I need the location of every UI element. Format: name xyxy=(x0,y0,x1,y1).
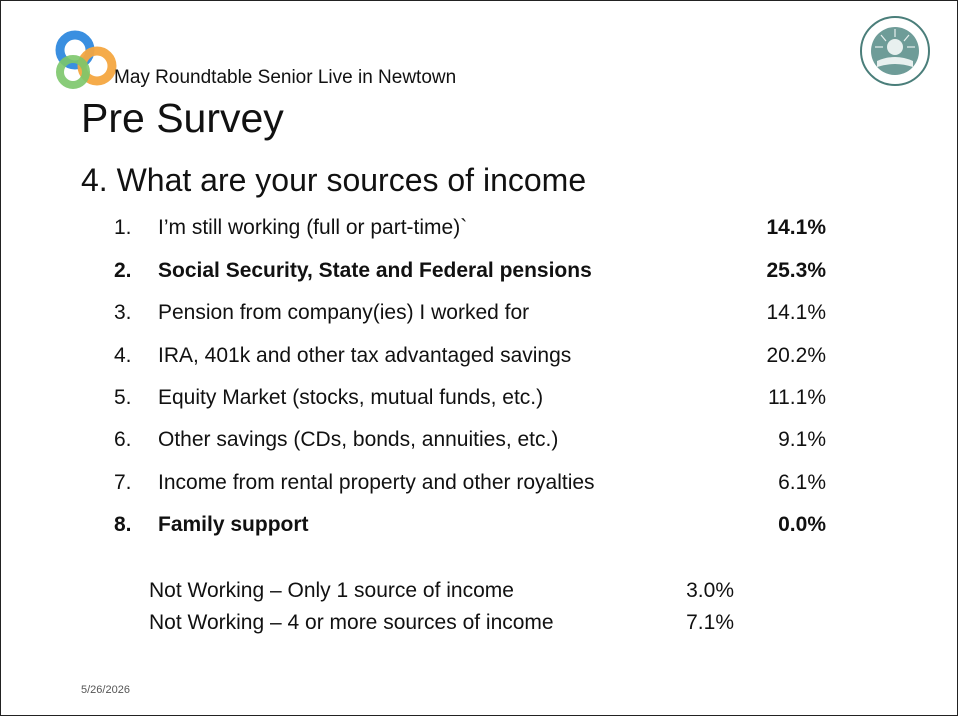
item-percent: 9.1% xyxy=(778,428,826,451)
item-percent: 25.3% xyxy=(766,259,826,282)
item-percent: 11.1% xyxy=(768,386,826,409)
item-label: IRA, 401k and other tax advantaged savin… xyxy=(158,344,572,367)
slide-date: 5/26/2026 xyxy=(81,684,130,696)
income-item-ira-401k: 4. IRA, 401k and other tax advantaged sa… xyxy=(114,341,826,371)
income-item-company-pension: 3. Pension from company(ies) I worked fo… xyxy=(114,298,826,328)
summary-four-or-more-sources: Not Working – 4 or more sources of incom… xyxy=(149,609,734,637)
item-percent: 14.1% xyxy=(766,216,826,239)
organization-seal-icon xyxy=(860,16,930,86)
item-number: 8. xyxy=(114,513,132,536)
item-label: Family support xyxy=(158,513,309,536)
item-number: 5. xyxy=(114,386,132,409)
item-percent: 20.2% xyxy=(766,344,826,367)
item-percent: 14.1% xyxy=(766,301,826,324)
summary-percent: 7.1% xyxy=(686,611,734,634)
summary-label: Not Working – 4 or more sources of incom… xyxy=(149,611,554,634)
income-item-social-security: 2. Social Security, State and Federal pe… xyxy=(114,256,826,286)
income-item-family-support: 8. Family support 0.0% xyxy=(114,510,826,540)
item-label: Equity Market (stocks, mutual funds, etc… xyxy=(158,386,544,409)
income-item-working: 1. I’m still working (full or part-time)… xyxy=(114,213,826,243)
app-logo-icon xyxy=(55,30,117,89)
summary-percent: 3.0% xyxy=(686,579,734,602)
income-item-other-savings: 6. Other savings (CDs, bonds, annuities,… xyxy=(114,425,826,455)
income-item-rental-royalties: 7. Income from rental property and other… xyxy=(114,468,826,498)
item-number: 1. xyxy=(114,216,132,239)
item-number: 3. xyxy=(114,301,132,324)
item-label: Pension from company(ies) I worked for xyxy=(158,301,530,324)
item-label: I’m still working (full or part-time)` xyxy=(158,216,468,239)
item-percent: 6.1% xyxy=(778,471,826,494)
survey-question: 4. What are your sources of income xyxy=(81,162,587,198)
item-number: 6. xyxy=(114,428,132,451)
item-label: Social Security, State and Federal pensi… xyxy=(158,259,592,282)
item-label: Other savings (CDs, bonds, annuities, et… xyxy=(158,428,559,451)
item-label: Income from rental property and other ro… xyxy=(158,471,595,494)
slide-subtitle: May Roundtable Senior Live in Newtown xyxy=(114,67,457,88)
item-number: 7. xyxy=(114,471,132,494)
slide-title: Pre Survey xyxy=(81,95,284,141)
item-percent: 0.0% xyxy=(778,513,826,536)
item-number: 2. xyxy=(114,259,132,282)
summary-only-one-source: Not Working – Only 1 source of income 3.… xyxy=(149,577,734,605)
summary-label: Not Working – Only 1 source of income xyxy=(149,579,514,602)
income-item-equity-market: 5. Equity Market (stocks, mutual funds, … xyxy=(114,383,826,413)
item-number: 4. xyxy=(114,344,132,367)
